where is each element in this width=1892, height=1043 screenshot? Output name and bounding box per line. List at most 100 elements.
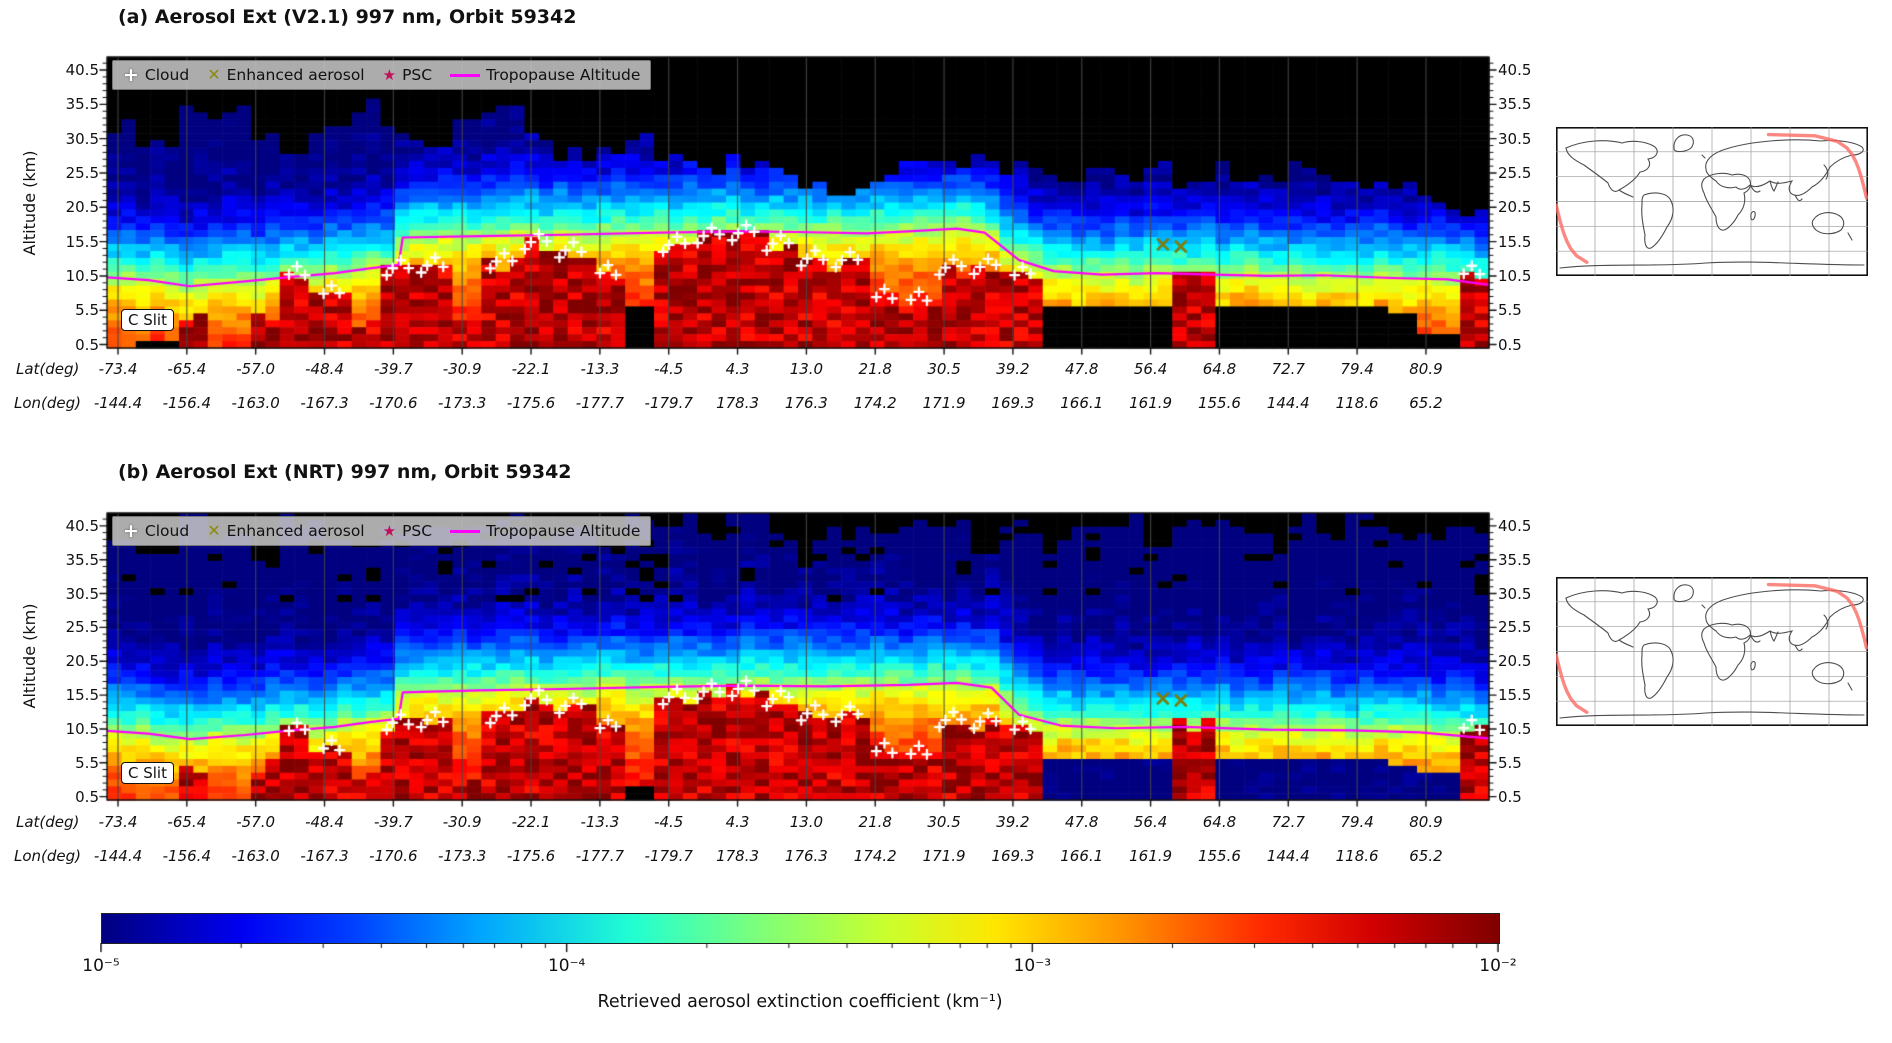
colorbar-tick-label: 10⁻² xyxy=(1479,956,1517,976)
y-tick-label: 40.5 xyxy=(1498,516,1532,535)
colorbar-gradient xyxy=(101,913,1500,944)
lat-tick-label: 21.8 xyxy=(858,813,892,831)
legend-label: Enhanced aerosol xyxy=(226,522,365,540)
coastline xyxy=(1641,642,1674,699)
psc-star-icon: ★ xyxy=(382,522,397,540)
lon-tick-label: 65.2 xyxy=(1409,394,1443,412)
legend-label: PSC xyxy=(402,66,433,84)
legend-label: Tropopause Altitude xyxy=(486,522,641,540)
coastline xyxy=(1769,630,1779,642)
y-tick-label: 35.5 xyxy=(65,550,99,569)
legend-label: Cloud xyxy=(144,522,190,540)
y-tick-label: 30.5 xyxy=(65,129,99,148)
lon-tick-label: -156.4 xyxy=(162,847,211,865)
coastline xyxy=(1701,172,1752,231)
lat-tick-label: -57.0 xyxy=(236,360,276,378)
colorbar-tick-label: 10⁻³ xyxy=(1013,956,1052,976)
lon-tick-label: 178.3 xyxy=(716,394,760,412)
lon-tick-label: -177.7 xyxy=(575,394,625,412)
coastline xyxy=(1750,635,1761,643)
orbit-track xyxy=(1766,132,1868,200)
y-tick-label: 20.5 xyxy=(65,652,99,671)
panel-a-heatmap xyxy=(99,49,1497,356)
lat-tick-label: -65.4 xyxy=(167,813,207,831)
cloud-plus-icon: + xyxy=(123,64,139,86)
lon-tick-label: -167.3 xyxy=(300,394,349,412)
y-tick-label: 30.5 xyxy=(1498,584,1532,603)
lat-tick-label: -30.9 xyxy=(442,360,482,378)
lat-axis-label: Lat(deg) xyxy=(16,360,80,378)
lon-tick-label: -144.4 xyxy=(93,394,143,412)
lat-tick-label: 79.4 xyxy=(1340,813,1374,831)
y-tick-label: 25.5 xyxy=(1498,163,1532,182)
y-tick-label: 35.5 xyxy=(1498,95,1532,114)
y-tick-label: 35.5 xyxy=(1498,550,1532,569)
lon-tick-label: 118.6 xyxy=(1335,847,1379,865)
legend-item-enhanced-aerosol: ✕ Enhanced aerosol xyxy=(207,522,364,540)
coastline xyxy=(1769,180,1779,192)
y-tick-label: 25.5 xyxy=(1498,618,1532,637)
y-tick-label: 5.5 xyxy=(1498,301,1522,320)
lat-tick-label: 79.4 xyxy=(1340,360,1374,378)
y-tick-label: 5.5 xyxy=(75,301,99,320)
lon-tick-label: -177.7 xyxy=(575,847,625,865)
lon-tick-label: 178.3 xyxy=(716,847,760,865)
legend-item-cloud: + Cloud xyxy=(123,522,190,541)
legend-item-psc: ★ PSC xyxy=(383,522,432,540)
lon-tick-label: 65.2 xyxy=(1409,847,1443,865)
lat-tick-label: 39.2 xyxy=(996,360,1030,378)
lon-tick-label: 171.9 xyxy=(922,394,966,412)
panel-a-title: (a) Aerosol Ext (V2.1) 997 nm, Orbit 593… xyxy=(118,6,577,28)
enhanced-aerosol-x-icon: ✕ xyxy=(207,521,221,540)
coastline xyxy=(1794,644,1803,652)
panel-b-heatmap xyxy=(99,505,1497,808)
lat-axis-label: Lat(deg) xyxy=(16,813,80,831)
y-tick-label: 20.5 xyxy=(65,198,99,217)
lon-axis-label: Lon(deg) xyxy=(14,847,82,865)
lon-axis-label: Lon(deg) xyxy=(14,394,82,412)
lon-tick-label: 174.2 xyxy=(853,394,897,412)
coastline xyxy=(1701,622,1752,681)
orbit-track xyxy=(1556,203,1589,264)
y-tick-label: 20.5 xyxy=(1498,198,1532,217)
lat-tick-label: 80.9 xyxy=(1409,813,1443,831)
lon-tick-label: -170.6 xyxy=(369,394,418,412)
lon-tick-label: -175.6 xyxy=(506,847,556,865)
coastline xyxy=(1565,590,1658,642)
y-tick-label: 20.5 xyxy=(1498,652,1532,671)
lon-tick-label: -144.4 xyxy=(93,847,143,865)
panel-b-orbit-map xyxy=(1556,577,1868,726)
colorbar-tick-label: 10⁻⁵ xyxy=(82,956,120,976)
coastline xyxy=(1618,639,1634,648)
lon-tick-label: 144.4 xyxy=(1266,847,1310,865)
coastline xyxy=(1673,584,1694,603)
coastline xyxy=(1673,134,1694,153)
y-tick-label: 0.5 xyxy=(75,335,99,354)
lon-tick-label: -167.3 xyxy=(300,847,349,865)
panel-b-ylabel: Altitude (km) xyxy=(20,603,39,709)
lat-tick-label: 72.7 xyxy=(1271,360,1305,378)
y-tick-label: 0.5 xyxy=(1498,335,1522,354)
lat-tick-label: -65.4 xyxy=(167,360,207,378)
lon-tick-label: -170.6 xyxy=(369,847,418,865)
coastline xyxy=(1823,614,1829,630)
enhanced-aerosol-x-icon: ✕ xyxy=(207,65,221,84)
coastline xyxy=(1705,139,1864,197)
coastline xyxy=(1559,261,1865,269)
coastline xyxy=(1847,232,1853,241)
panel-a-ylabel: Altitude (km) xyxy=(20,150,39,256)
coastline xyxy=(1811,212,1845,235)
lat-tick-label: 47.8 xyxy=(1065,360,1099,378)
lat-tick-label: -13.3 xyxy=(580,360,620,378)
lat-tick-label: 13.0 xyxy=(789,360,824,378)
coastline xyxy=(1705,589,1864,647)
coastline xyxy=(1750,211,1756,221)
legend-label: Cloud xyxy=(144,66,190,84)
lat-tick-label: -4.5 xyxy=(654,360,684,378)
lat-tick-label: 30.5 xyxy=(927,360,961,378)
lon-tick-label: 118.6 xyxy=(1335,394,1379,412)
panel-a-legend: + Cloud ✕ Enhanced aerosol ★ PSC Tropopause Al… xyxy=(112,60,652,90)
lon-tick-label: -173.3 xyxy=(438,394,487,412)
y-tick-label: 35.5 xyxy=(65,95,99,114)
